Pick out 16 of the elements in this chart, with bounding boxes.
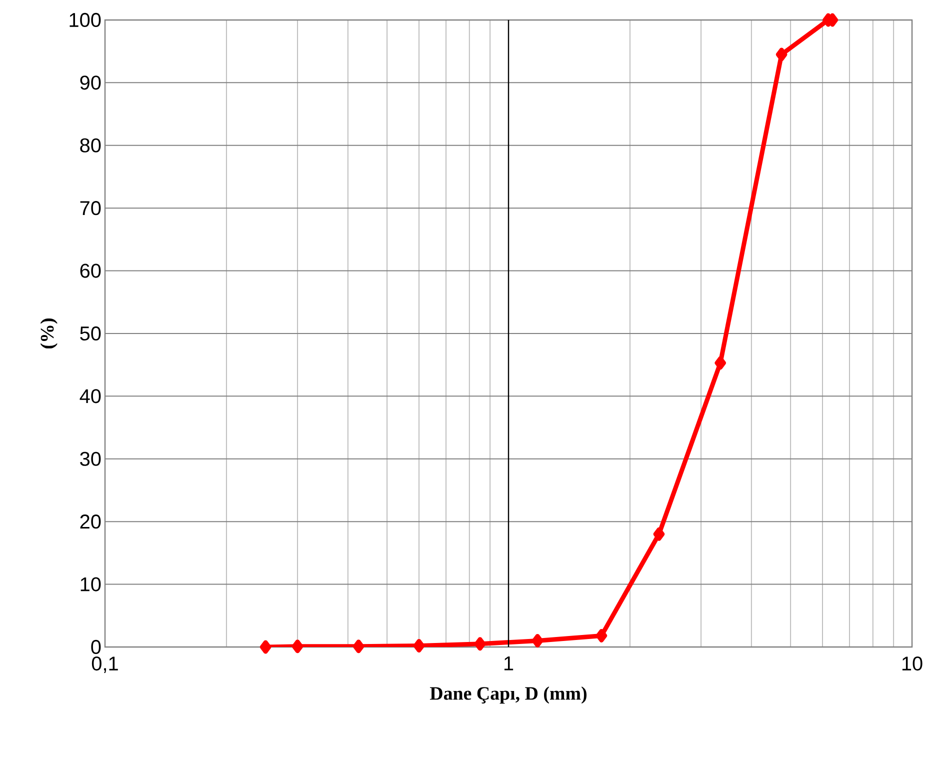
y-tick-label: 90 [80, 76, 101, 90]
y-tick-label: 40 [80, 389, 101, 404]
y-tick-label: 30 [80, 452, 101, 466]
x-tick-label: 10 [902, 656, 922, 671]
y-tick-label: 50 [80, 326, 101, 341]
y-tick-label: 20 [80, 514, 101, 529]
x-axis-title: Dane Çapı, D (mm) [430, 686, 587, 704]
y-tick-label: 80 [80, 138, 101, 152]
y-axis-title: (%) [40, 318, 58, 348]
x-tick-label: 0,1 [92, 656, 118, 673]
y-tick-label: 70 [80, 201, 101, 216]
y-tick-label: 0 [91, 640, 101, 654]
y-tick-label: 10 [80, 577, 101, 592]
x-tick-label: 1 [504, 656, 514, 670]
y-tick-label: 60 [80, 264, 101, 278]
y-tick-label: 100 [70, 12, 101, 28]
